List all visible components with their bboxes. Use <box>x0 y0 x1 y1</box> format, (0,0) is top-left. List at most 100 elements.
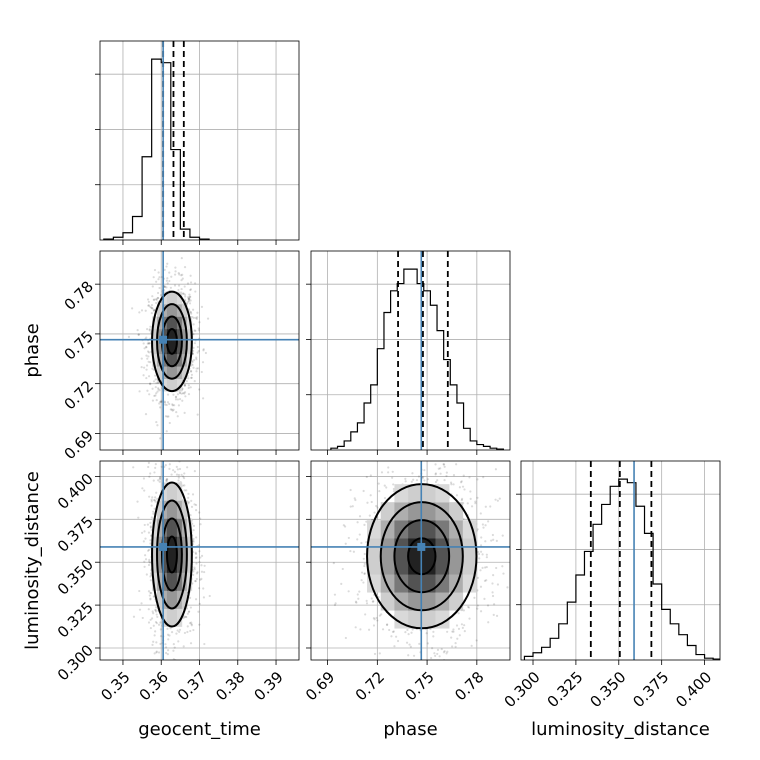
density-cell <box>181 304 188 317</box>
sample-point <box>197 610 200 613</box>
density-cell <box>157 341 163 355</box>
sample-point <box>148 594 151 597</box>
density-cell <box>421 556 436 575</box>
sample-point <box>502 572 505 575</box>
sample-point <box>396 639 400 643</box>
sample-point <box>155 610 158 613</box>
sample-point <box>141 487 144 490</box>
sample-point <box>376 619 379 622</box>
sample-point <box>378 490 381 493</box>
sample-point <box>354 498 357 502</box>
sample-point <box>481 523 484 526</box>
sample-point <box>408 671 410 673</box>
sample-point <box>439 467 442 470</box>
sample-point <box>189 606 192 609</box>
sample-point <box>169 286 172 289</box>
sample-point <box>155 381 158 384</box>
sample-point <box>460 499 463 502</box>
sample-point <box>170 408 173 411</box>
sample-point <box>149 542 152 545</box>
sample-point <box>437 467 440 470</box>
sample-point <box>446 650 449 653</box>
sample-point <box>168 421 171 425</box>
sample-point <box>445 471 448 474</box>
sample-point <box>196 316 199 319</box>
sample-point <box>177 404 180 407</box>
sample-point <box>430 656 433 660</box>
sample-point <box>174 398 178 401</box>
sample-point <box>434 473 437 476</box>
panel-frame <box>99 460 300 661</box>
sample-point <box>157 651 161 654</box>
sample-point <box>145 354 148 357</box>
sample-point <box>495 566 498 570</box>
sample-point <box>183 384 186 387</box>
sample-point <box>373 618 376 621</box>
sample-point <box>385 486 388 489</box>
sample-point <box>177 640 180 643</box>
sample-point <box>183 392 186 395</box>
sample-point <box>183 484 186 487</box>
density-cell <box>166 482 173 501</box>
sample-point <box>383 484 386 487</box>
sample-point <box>431 647 434 650</box>
sample-point <box>148 342 151 345</box>
sample-point <box>146 350 150 353</box>
sample-point <box>206 317 210 320</box>
sample-point <box>187 502 190 505</box>
sample-point <box>473 596 476 599</box>
sample-point <box>179 392 182 395</box>
sample-point <box>147 608 150 611</box>
sample-point <box>373 511 376 514</box>
sample-point <box>386 623 389 626</box>
sample-point <box>463 488 466 491</box>
sample-point <box>165 430 168 433</box>
sample-point <box>189 288 192 292</box>
sample-point <box>395 635 398 638</box>
sample-point <box>200 577 203 580</box>
sample-point <box>363 552 366 556</box>
sample-point <box>172 408 175 411</box>
sample-point <box>183 391 187 394</box>
sample-point <box>332 561 335 565</box>
sample-point <box>423 469 426 472</box>
sample-point <box>175 666 177 668</box>
sample-point <box>461 485 465 488</box>
sample-point <box>196 367 200 370</box>
sample-point <box>333 603 337 607</box>
sample-point <box>432 635 435 638</box>
sample-point <box>445 474 448 478</box>
sample-point <box>177 272 180 275</box>
sample-point <box>196 413 199 416</box>
sample-point <box>204 351 208 355</box>
density-cell <box>394 520 409 539</box>
sample-point <box>153 298 156 301</box>
sample-point <box>158 276 161 279</box>
sample-point <box>187 384 190 387</box>
sample-point <box>185 489 188 492</box>
sample-point <box>145 336 148 339</box>
sample-point <box>192 346 195 349</box>
sample-point <box>176 398 180 401</box>
y-tick-label: 0.375 <box>54 513 97 556</box>
sample-point <box>352 550 355 553</box>
sample-point <box>140 357 143 360</box>
sample-point <box>334 602 337 605</box>
sample-point <box>187 610 190 613</box>
sample-point <box>195 577 198 581</box>
sample-point <box>146 389 149 392</box>
density-cell <box>449 502 464 521</box>
sample-point <box>160 400 163 404</box>
sample-point <box>167 638 170 641</box>
sample-point <box>163 401 167 404</box>
sample-point <box>180 278 183 282</box>
density-cell <box>421 502 436 521</box>
sample-point <box>182 391 185 395</box>
sample-point <box>452 483 455 486</box>
sample-point <box>451 630 454 633</box>
sample-point <box>164 643 167 646</box>
sample-point <box>203 564 206 567</box>
sample-point <box>166 633 170 636</box>
sample-point <box>177 479 180 482</box>
sample-point <box>365 599 368 602</box>
